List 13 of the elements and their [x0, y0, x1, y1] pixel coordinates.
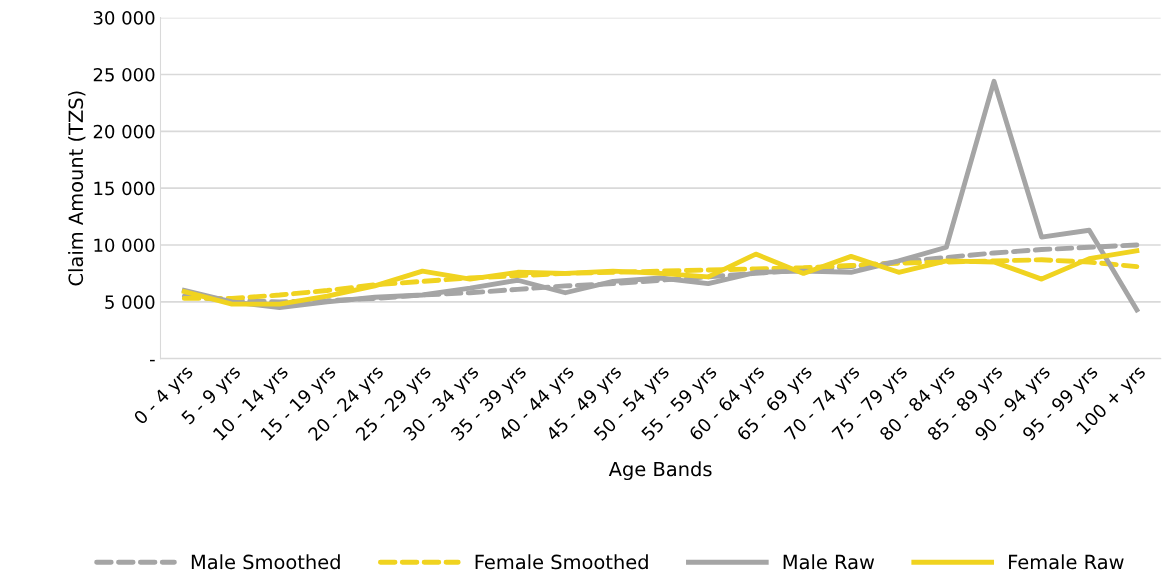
legend-label: Female Raw — [1009, 554, 1124, 570]
legend-label: Male Smoothed — [191, 554, 340, 570]
x-axis-title: Age Bands — [608, 461, 712, 481]
y-tick-label: 25 000 — [93, 67, 155, 82]
y-tick-label: 30 000 — [93, 11, 155, 25]
y-tick-label: 5 000 — [105, 295, 155, 309]
legend-label: Female Smoothed — [475, 554, 648, 570]
y-tick-label: 20 000 — [93, 124, 155, 139]
y-tick-label: - — [150, 359, 155, 362]
y-axis-title: Claim Amount (TZS) — [68, 91, 86, 286]
y-tick-label: 10 000 — [94, 238, 155, 253]
legend-label: Male Raw — [783, 554, 875, 570]
y-tick-label: 15 000 — [94, 181, 155, 196]
